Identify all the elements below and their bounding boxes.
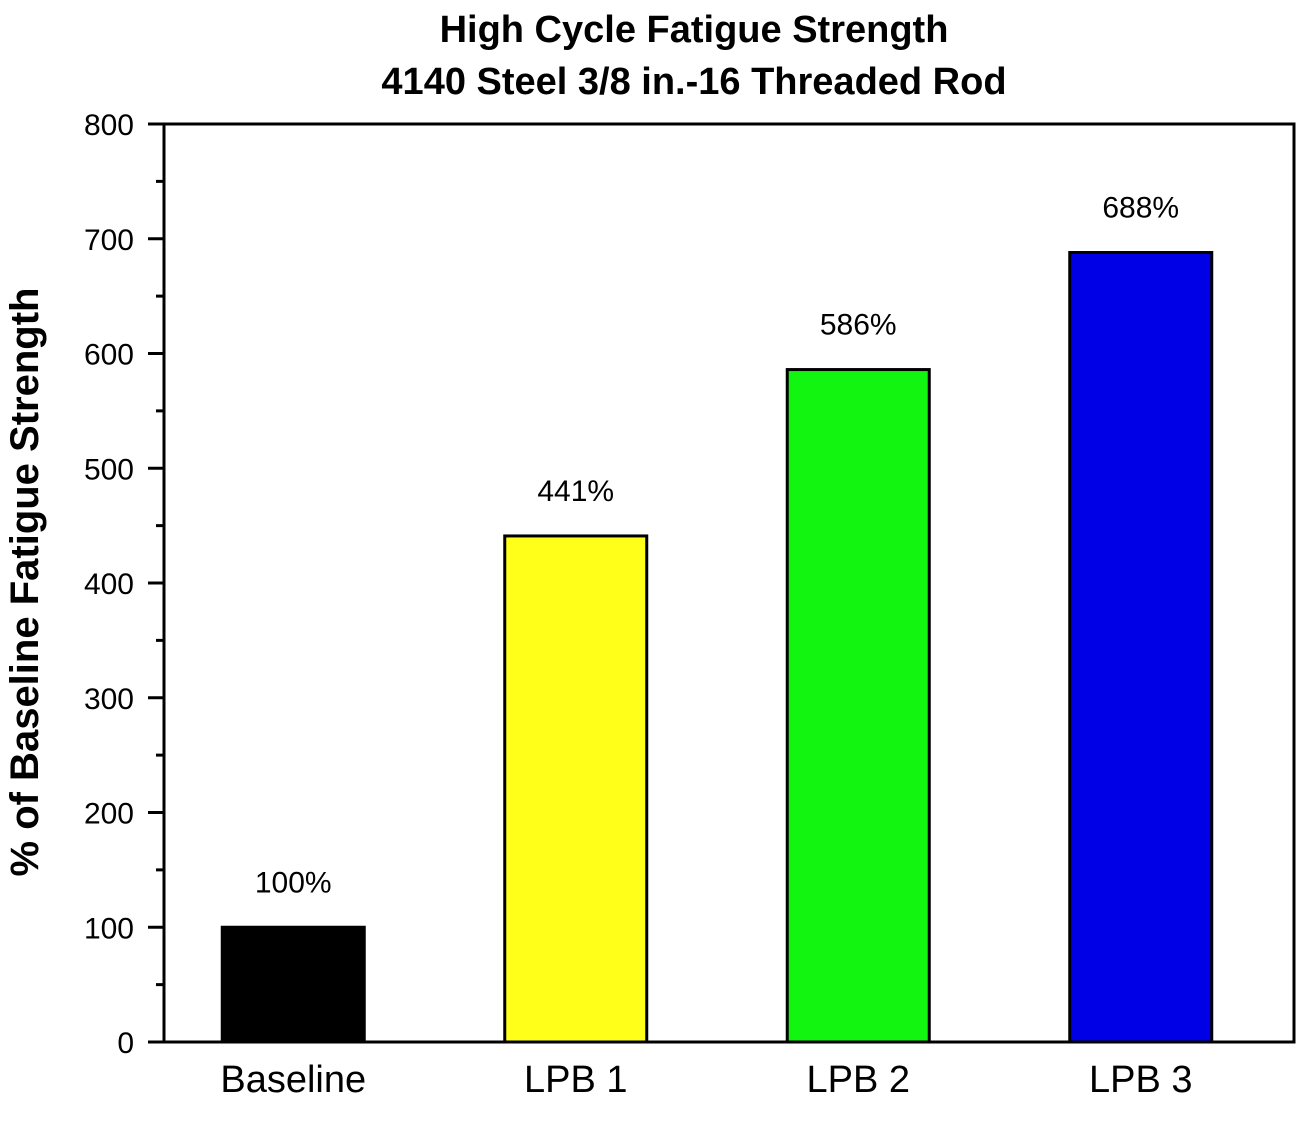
x-tick-label: LPB 2	[806, 1059, 910, 1101]
x-tick-label: LPB 3	[1089, 1059, 1193, 1101]
bar	[220, 925, 366, 1044]
bar	[503, 534, 649, 1044]
y-tick-label: 700	[84, 224, 134, 257]
bar	[785, 368, 931, 1044]
plot-area: 0 100 200 300 400 500 600 700 800 100% Baseline 441…	[84, 109, 1296, 1101]
chart-title: High Cycle Fatigue Strength	[440, 9, 949, 51]
y-tick-label: 800	[84, 109, 134, 142]
y-tick-label: 100	[84, 912, 134, 945]
bar-data-label: 441%	[537, 475, 614, 508]
chart-subtitle: 4140 Steel 3/8 in.-16 Threaded Rod	[381, 61, 1006, 103]
y-tick-label: 200	[84, 798, 134, 831]
x-tick-label: Baseline	[220, 1059, 366, 1101]
x-tick-label: LPB 1	[524, 1059, 628, 1101]
y-tick-label: 600	[84, 339, 134, 372]
bar	[1068, 251, 1214, 1044]
y-tick-label: 500	[84, 453, 134, 486]
bar-data-label: 586%	[820, 309, 897, 342]
bar-data-label: 100%	[255, 866, 332, 899]
y-tick-label: 0	[117, 1027, 134, 1060]
y-tick-label: 300	[84, 683, 134, 716]
y-tick-label: 400	[84, 568, 134, 601]
y-axis-label: % of Baseline Fatigue Strength	[3, 288, 47, 877]
bar-data-label: 688%	[1102, 192, 1179, 225]
